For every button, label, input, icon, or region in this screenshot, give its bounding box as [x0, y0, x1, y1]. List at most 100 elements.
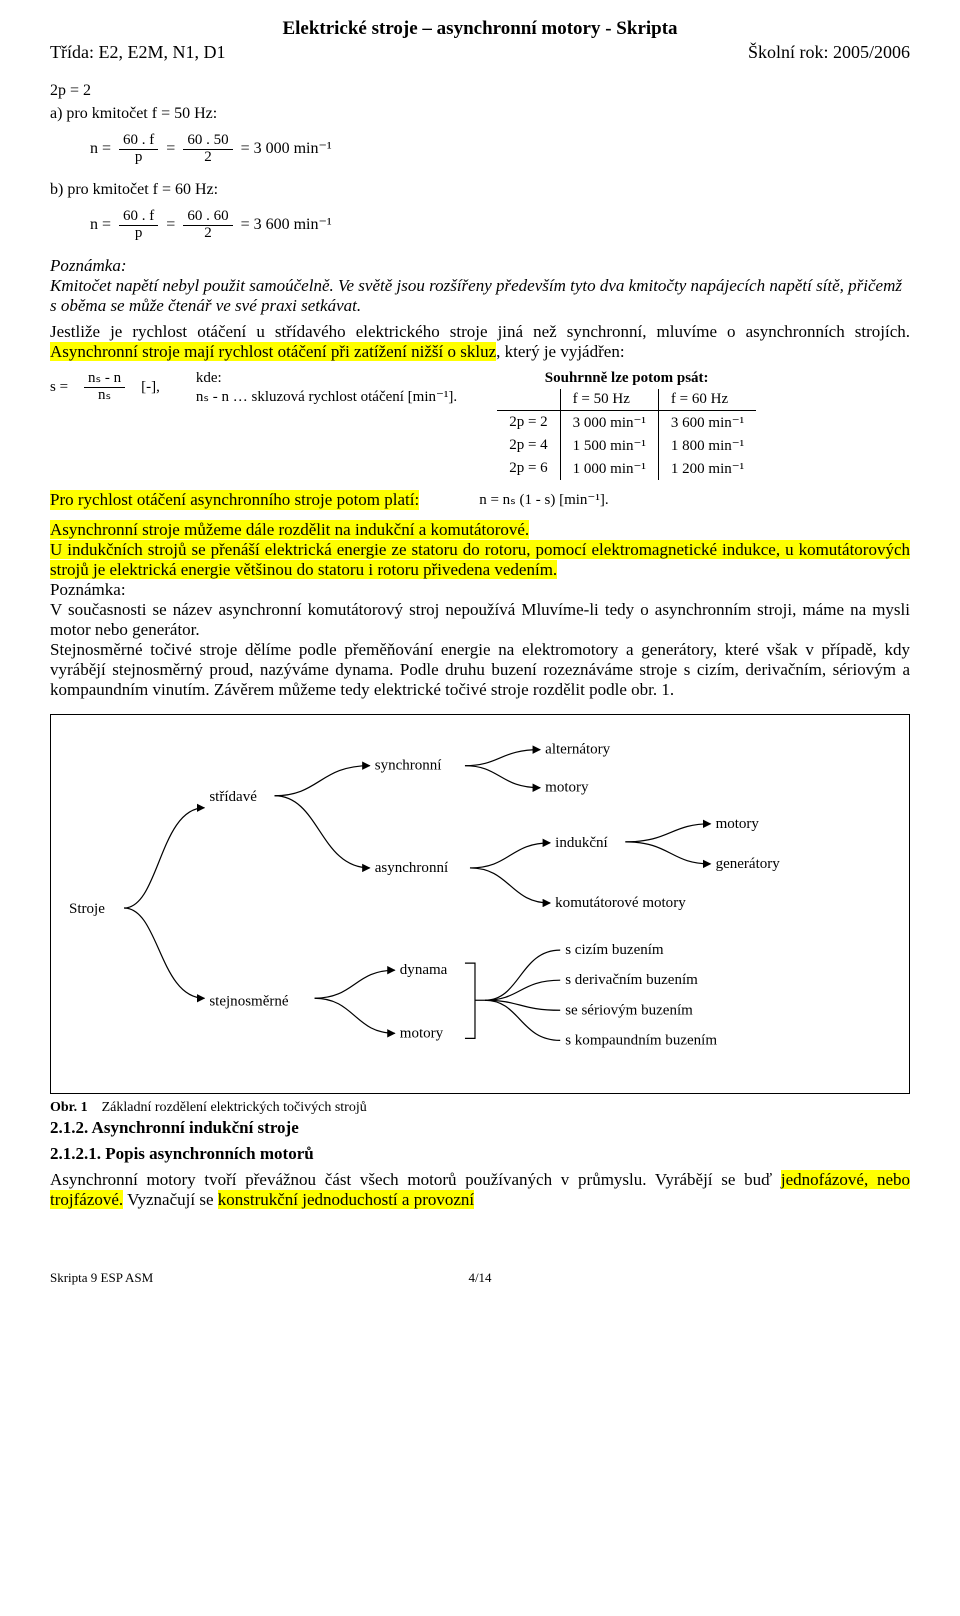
eq-a-eq1: = [166, 140, 175, 157]
sec-2121-title: 2.1.2.1. Popis asynchronních motorů [50, 1144, 314, 1163]
line-2p: 2p = 2 [50, 81, 910, 100]
slip-table: Souhrnně lze potom psát: f = 50 Hz f = 6… [497, 370, 756, 480]
node-motory3: motory [400, 1025, 444, 1041]
eq-b-frac2: 60 . 60 2 [183, 209, 232, 242]
eq-b-rhs: = 3 600 min⁻¹ [241, 216, 332, 233]
slip-kde: kde: [196, 370, 222, 386]
slip-unit: [-], [141, 379, 160, 396]
section-body: Asynchronní motory tvoří převážnou část … [50, 1170, 910, 1210]
eq-a-f2-den: 2 [183, 150, 232, 166]
tree-diagram: Stroje střídavé stejnosměrné synchronní … [50, 714, 910, 1094]
eq-b-f2-den: 2 [183, 226, 232, 242]
node-stejnosmerne: stejnosměrné [209, 993, 289, 1009]
node-s-cizim: s cizím buzením [565, 942, 664, 958]
slip-kde-wrap: kde: nₛ - n … skluzová rychlost otáčení … [196, 370, 457, 406]
eq-a-frac2: 60 . 50 2 [183, 133, 232, 166]
eq-a-f2-num: 60 . 50 [183, 133, 232, 150]
sec-hl-b: konstrukční jednoduchostí a provozní [218, 1190, 474, 1209]
th-50: f = 50 Hz [560, 389, 658, 411]
sec-body-before: Asynchronní motory tvoří převážnou část … [50, 1170, 781, 1189]
node-s-komp: s kompaundním buzením [565, 1032, 717, 1048]
types-hl2: U indukčních strojů se přenáší elektrick… [50, 540, 910, 579]
cell-v60-2: 1 200 min⁻¹ [658, 457, 756, 480]
sec-body-mid: Vyznačují se [123, 1190, 218, 1209]
page-footer: Skripta 9 ESP ASM 4/14 [50, 1270, 910, 1286]
async-before: Jestliže je rychlost otáčení u střídavéh… [50, 322, 910, 341]
types-note-body1: V současnosti se název asynchronní komut… [50, 600, 910, 639]
slip-block: s = nₛ - n nₛ [-], kde: nₛ - n … skluzov… [50, 370, 910, 480]
types-note-body2: Stejnosměrné točivé stroje dělíme podle … [50, 640, 910, 699]
node-stroje: Stroje [69, 901, 105, 917]
caption-text: Základní rozdělení elektrických točivých… [102, 1100, 367, 1115]
footer-right [623, 1270, 910, 1286]
node-alternatory: alternátory [545, 741, 611, 757]
eq-a-rhs: = 3 000 min⁻¹ [241, 140, 332, 157]
async-after: , který je vyjádřen: [496, 342, 624, 361]
node-asynchronni: asynchronní [375, 859, 449, 875]
eq-a: n = 60 . f p = 60 . 50 2 = 3 000 min⁻¹ [90, 133, 910, 166]
slip-kde-line: nₛ - n … skluzová rychlost otáčení [min⁻… [196, 389, 457, 405]
cell-p2: 2p = 6 [497, 457, 560, 480]
tree-svg: Stroje střídavé stejnosměrné synchronní … [69, 733, 891, 1063]
slip-s: s = [50, 379, 68, 396]
figure-caption: Obr. 1 Základní rozdělení elektrických t… [50, 1100, 910, 1116]
section-212: 2.1.2. Asynchronní indukční stroje [50, 1118, 910, 1138]
para-types: Asynchronní stroje můžeme dále rozdělit … [50, 520, 910, 700]
cell-v50-2: 1 000 min⁻¹ [560, 457, 658, 480]
node-motory1: motory [545, 779, 589, 795]
eq-b-f1-den: p [119, 226, 158, 242]
page: Elektrické stroje – asynchronní motory -… [0, 0, 960, 1326]
node-generatory: generátory [716, 855, 781, 871]
eq-b-eq1: = [166, 216, 175, 233]
eq-b-f1-num: 60 . f [119, 209, 158, 226]
th-empty [497, 389, 560, 411]
slip-eq: s = nₛ - n nₛ [-], kde: nₛ - n … skluzov… [50, 370, 457, 406]
cell-p1: 2p = 4 [497, 434, 560, 457]
line-a: a) pro kmitočet f = 50 Hz: [50, 104, 910, 123]
line-b: b) pro kmitočet f = 60 Hz: [50, 180, 910, 199]
table-row: 2p = 6 1 000 min⁻¹ 1 200 min⁻¹ [497, 457, 756, 480]
cell-v50-0: 3 000 min⁻¹ [560, 410, 658, 434]
note1-body: Kmitočet napětí nebyl použit samoúčelně.… [50, 276, 902, 315]
sec-212-title: 2.1.2. Asynchronní indukční stroje [50, 1118, 299, 1137]
table-row: 2p = 2 3 000 min⁻¹ 3 600 min⁻¹ [497, 410, 756, 434]
cell-v50-1: 1 500 min⁻¹ [560, 434, 658, 457]
node-motory2: motory [716, 815, 760, 831]
speed-eq-row: Pro rychlost otáčení asynchronního stroj… [50, 490, 910, 510]
para-async-intro: Jestliže je rychlost otáčení u střídavéh… [50, 322, 910, 362]
speed-table: f = 50 Hz f = 60 Hz 2p = 2 3 000 min⁻¹ 3… [497, 389, 756, 480]
eq-b-frac1: 60 . f p [119, 209, 158, 242]
node-synchronni: synchronní [375, 757, 443, 773]
speed-eq-formula: n = nₛ (1 - s) [min⁻¹]. [479, 490, 608, 509]
eq-a-f1-den: p [119, 150, 158, 166]
year-label: Školní rok: 2005/2006 [748, 42, 910, 63]
eq-b: n = 60 . f p = 60 . 60 2 = 3 600 min⁻¹ [90, 209, 910, 242]
th-60: f = 60 Hz [658, 389, 756, 411]
node-komutatorove: komutátorové motory [555, 895, 686, 911]
table-header-row: f = 50 Hz f = 60 Hz [497, 389, 756, 411]
eq-b-lhs: n = [90, 216, 111, 233]
class-label: Třída: E2, E2M, N1, D1 [50, 42, 225, 63]
node-dynama: dynama [400, 962, 448, 978]
node-indukcni: indukční [555, 834, 608, 850]
caption-obr: Obr. 1 [50, 1100, 88, 1115]
node-s-seri: se sériovým buzením [565, 1002, 693, 1018]
doc-title: Elektrické stroje – asynchronní motory -… [50, 18, 910, 40]
eq-b-f2-num: 60 . 60 [183, 209, 232, 226]
node-s-deriv: s derivačním buzením [565, 972, 698, 988]
slip-frac: nₛ - n nₛ [84, 371, 125, 404]
header-row: Třída: E2, E2M, N1, D1 Školní rok: 2005/… [50, 42, 910, 63]
table-row: 2p = 4 1 500 min⁻¹ 1 800 min⁻¹ [497, 434, 756, 457]
async-highlight: Asynchronní stroje mají rychlost otáčení… [50, 342, 496, 361]
slip-num: nₛ - n [84, 371, 125, 388]
types-note-heading: Poznámka: [50, 580, 126, 599]
footer-left: Skripta 9 ESP ASM [50, 1270, 337, 1286]
eq-a-f1-num: 60 . f [119, 133, 158, 150]
types-hl1: Asynchronní stroje můžeme dále rozdělit … [50, 520, 529, 539]
speed-eq-text: Pro rychlost otáčení asynchronního stroj… [50, 490, 419, 510]
footer-center: 4/14 [337, 1270, 624, 1286]
slip-table-title: Souhrnně lze potom psát: [497, 370, 756, 389]
cell-p0: 2p = 2 [497, 410, 560, 434]
note1: Poznámka: Kmitočet napětí nebyl použit s… [50, 256, 910, 316]
node-stridave: střídavé [209, 788, 257, 804]
